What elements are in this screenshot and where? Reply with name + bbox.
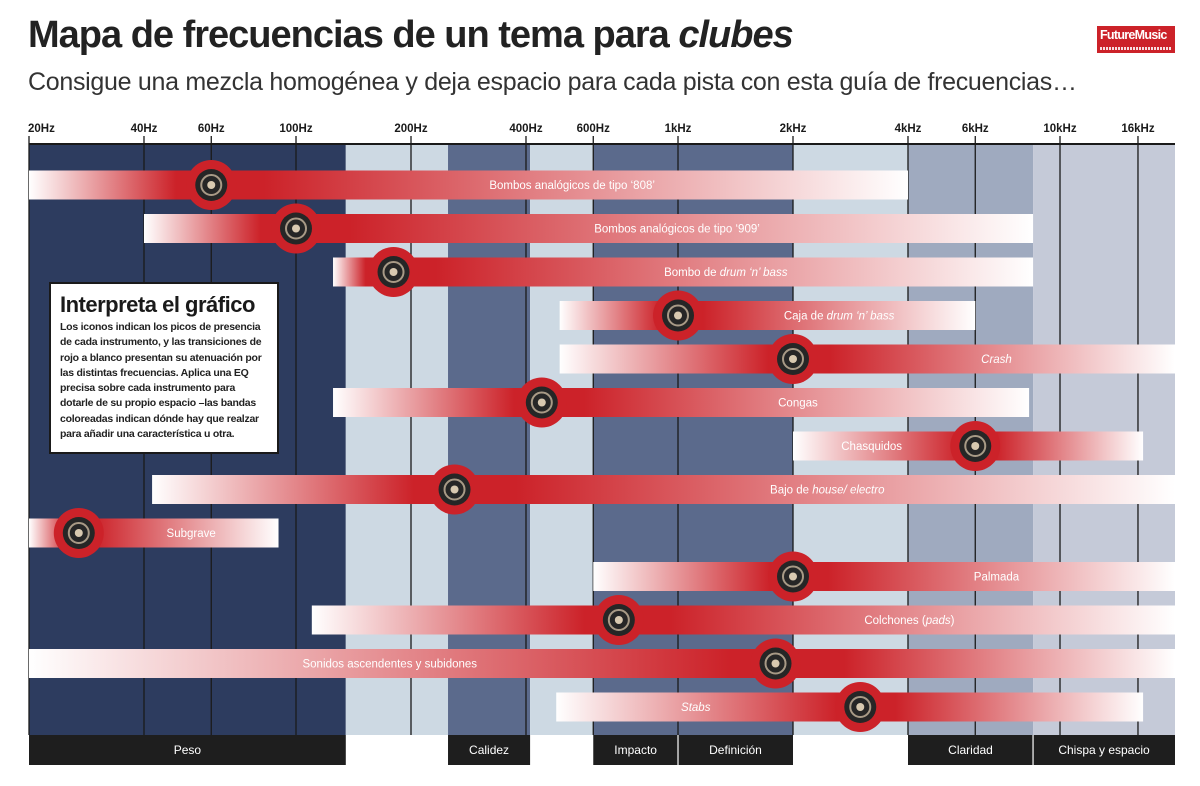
bar-label-caja-de-drum-n-bass: Caja de drum ‘n’ bass xyxy=(784,311,895,323)
logo-tagline-strip xyxy=(1100,47,1172,50)
subwoofer-icon xyxy=(53,508,104,558)
instrument-bombos-analogicos-de-tipo-909: Bombos analógicos de tipo ‘909’ xyxy=(143,203,1034,254)
tick-label-2khz: 2kHz xyxy=(780,123,807,135)
hand-clap-icon xyxy=(768,551,818,602)
zone-label-chispa-y-espacio: Chispa y espacio xyxy=(1058,743,1150,757)
zone-labels-layer: Peso Calidez Impacto Definición Claridad Chis… xyxy=(29,735,1175,765)
zone-label-gap-1 xyxy=(345,735,449,765)
instrument-crash: Crash xyxy=(559,334,1175,384)
drum-machine-909-icon xyxy=(271,203,322,254)
bar-caja-de-drum-n-bass xyxy=(559,301,976,330)
tick-label-60hz: 60Hz xyxy=(198,123,225,135)
bar-colchones-pads xyxy=(311,605,1175,635)
zone-label-definicion: Definición xyxy=(709,743,762,757)
bar-label-stabs: Stabs xyxy=(681,702,711,714)
instrument-subgrave: Subgrave xyxy=(29,508,279,558)
instrument-stabs: Stabs xyxy=(556,682,1144,732)
instrument-bombos-analogicos-de-tipo-808: Bombos analógicos de tipo ‘808’ xyxy=(29,160,908,210)
tick-label-40hz: 40Hz xyxy=(131,123,158,135)
instrument-chasquidos: Chasquidos xyxy=(793,421,1144,471)
title-emphasis: clubes xyxy=(678,14,793,56)
bar-crash xyxy=(559,344,1175,374)
page-title: Mapa de frecuencias de un tema para club… xyxy=(28,14,794,57)
instrument-palmada: Palmada xyxy=(593,551,1175,602)
tick-label-600hz: 600Hz xyxy=(577,123,610,135)
pads-keyboard-icon xyxy=(593,595,644,645)
title-main: Mapa de frecuencias de un tema para xyxy=(28,14,679,56)
tick-label-20hz: 20Hz xyxy=(28,123,55,135)
bar-label-colchones-pads: Colchones (pads) xyxy=(864,615,954,627)
bar-palmada xyxy=(593,562,1175,591)
zone-label-peso: Peso xyxy=(174,743,202,757)
zone-label-gap-6 xyxy=(793,735,908,765)
tick-label-100hz: 100Hz xyxy=(279,123,312,135)
legend-box: Interpreta el gráfico Los iconos indican… xyxy=(49,282,279,454)
tick-labels-layer: 20Hz 40Hz 60Hz 100Hz 200Hz 400Hz 600Hz 1kHz 2kHz… xyxy=(28,123,1155,135)
bar-label-subgrave: Subgrave xyxy=(167,528,216,540)
bar-label-chasquidos: Chasquidos xyxy=(841,441,902,453)
bar-congas xyxy=(333,388,1030,417)
logo-brand-text: FutureMusic xyxy=(1100,28,1167,42)
page-subtitle: Consigue una mezcla homogénea y deja esp… xyxy=(28,68,1077,96)
tick-label-400hz: 400Hz xyxy=(509,123,542,135)
bar-label-bombos-analogicos-de-tipo-909: Bombos analógicos de tipo ‘909’ xyxy=(594,224,760,236)
congas-icon xyxy=(516,377,567,428)
bar-label-bombo-de-drum-n-bass: Bombo de drum ‘n’ bass xyxy=(664,267,788,279)
instrument-bajo-de-house-electro: Bajo de house/ electro xyxy=(152,464,1175,515)
dnb-kick-icon xyxy=(368,247,419,297)
drum-machine-808-icon xyxy=(186,160,237,210)
tick-label-10khz: 10kHz xyxy=(1043,123,1076,135)
snare-icon xyxy=(653,290,704,341)
legend-title: Interpreta el gráfico xyxy=(60,292,255,317)
tick-label-4khz: 4kHz xyxy=(895,123,922,135)
instrument-congas: Congas xyxy=(333,377,1030,428)
tick-label-200hz: 200Hz xyxy=(394,123,427,135)
future-music-logo: FutureMusic xyxy=(1097,26,1175,53)
bar-label-palmada: Palmada xyxy=(974,572,1020,584)
zone-label-claridad: Claridad xyxy=(948,743,993,757)
bar-bombo-de-drum-n-bass xyxy=(333,257,1034,287)
bar-label-crash: Crash xyxy=(981,354,1012,366)
finger-snap-icon xyxy=(950,421,1001,471)
bar-label-sonidos-ascendentes-y-subidones: Sonidos ascendentes y subidones xyxy=(302,659,477,671)
bar-bombos-analogicos-de-tipo-808 xyxy=(29,170,908,200)
instrument-sonidos-ascendentes-y-subidones: Sonidos ascendentes y subidones xyxy=(29,638,1175,689)
crash-cymbal-icon xyxy=(768,334,818,384)
zone-label-impacto: Impacto xyxy=(614,743,657,757)
tick-label-16khz: 16kHz xyxy=(1121,123,1154,135)
legend-text: Los iconos indican los picos de presenci… xyxy=(60,321,262,441)
bass-synth-icon xyxy=(429,464,480,515)
bar-bajo-de-house-electro xyxy=(152,475,1175,504)
bar-label-congas: Congas xyxy=(778,398,818,410)
instrument-bombo-de-drum-n-bass: Bombo de drum ‘n’ bass xyxy=(333,247,1034,297)
horn-stab-icon xyxy=(835,682,886,732)
bar-label-bombos-analogicos-de-tipo-808: Bombos analógicos de tipo ‘808’ xyxy=(489,180,655,192)
instrument-colchones-pads: Colchones (pads) xyxy=(311,595,1175,645)
bar-label-bajo-de-house-electro: Bajo de house/ electro xyxy=(770,485,885,497)
bars-layer: Bombos analógicos de tipo ‘808’ Bombos an… xyxy=(29,160,1175,732)
bar-sonidos-ascendentes-y-subidones xyxy=(29,649,1175,678)
zone-label-calidez: Calidez xyxy=(469,743,509,757)
tick-label-1khz: 1kHz xyxy=(665,123,692,135)
zone-label-gap-3 xyxy=(530,735,594,765)
sweep-synth-icon xyxy=(750,638,801,689)
zone-label-bar xyxy=(29,735,1175,765)
instrument-caja-de-drum-n-bass: Caja de drum ‘n’ bass xyxy=(559,290,976,341)
tick-label-6khz: 6kHz xyxy=(962,123,989,135)
